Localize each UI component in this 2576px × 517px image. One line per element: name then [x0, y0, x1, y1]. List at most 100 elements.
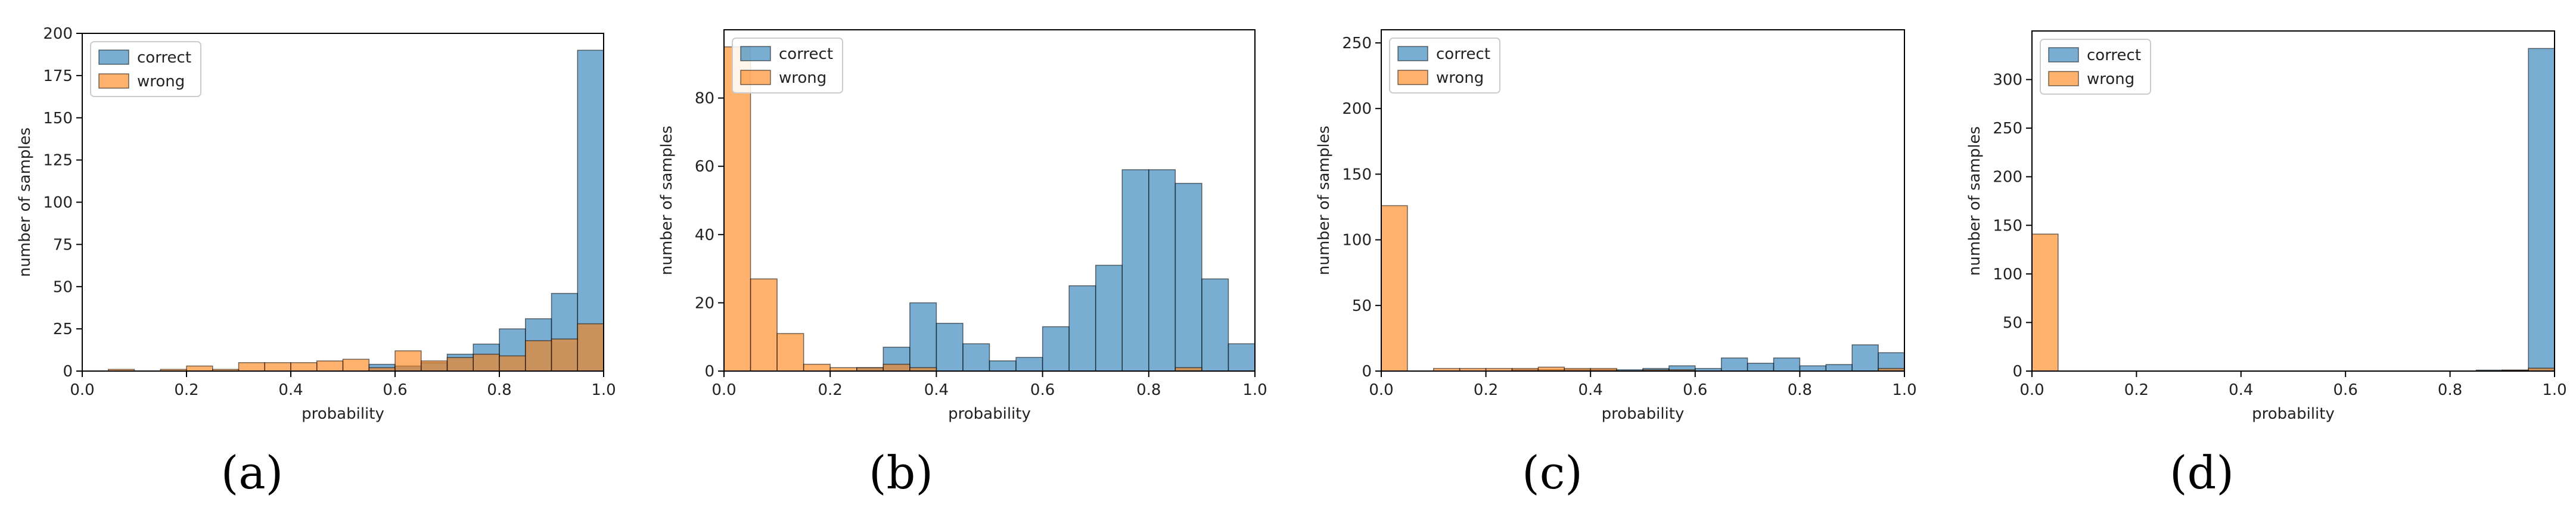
x-tick-label: 0.2	[1474, 381, 1498, 399]
y-axis-label: number of samples	[1966, 126, 1984, 276]
y-tick-label: 175	[43, 67, 73, 85]
legend-label-wrong: wrong	[137, 73, 185, 91]
bar-correct	[1174, 183, 1202, 371]
legend-swatch-correct	[2048, 47, 2079, 63]
bar-correct	[1121, 169, 1149, 371]
bar-correct	[1068, 285, 1096, 371]
panel-c: 0.0 0.2 0.4 0.6 0.8 1.0 0 50 100 150 200 250 probabi…	[1315, 29, 1917, 499]
bar-wrong	[316, 360, 344, 371]
bar-correct	[577, 49, 604, 371]
x-axis-label: probability	[302, 405, 384, 423]
x-tick-label: 0.2	[818, 381, 843, 399]
y-tick-label: 50	[53, 278, 73, 296]
bar-wrong	[1174, 367, 1202, 371]
bar-correct	[1228, 343, 1255, 371]
y-tick-label: 250	[1342, 35, 1372, 52]
bar-wrong	[499, 355, 526, 371]
x-tick-label: 0.6	[2333, 381, 2358, 399]
y-tick-label: 150	[1342, 166, 1372, 183]
legend: correct wrong	[2040, 39, 2151, 95]
x-axis-label: probability	[1602, 405, 1685, 423]
legend-label-wrong: wrong	[2087, 70, 2134, 88]
legend-swatch-wrong	[1397, 70, 1428, 85]
bars	[108, 49, 604, 371]
bar-correct	[1799, 365, 1827, 371]
legend-swatch-wrong	[2048, 71, 2079, 86]
x-tick-label: 0.6	[1683, 381, 1707, 399]
bar-wrong	[1381, 205, 1408, 371]
legend-label-wrong: wrong	[1436, 69, 1484, 87]
y-tick-label: 0	[1362, 363, 1372, 381]
panel-label: (d)	[2170, 446, 2234, 499]
bar-wrong	[909, 367, 937, 371]
x-tick-label: 1.0	[1892, 381, 1916, 399]
y-tick-label: 300	[1993, 71, 2022, 89]
bar-wrong	[803, 363, 831, 371]
y-axis-label: number of samples	[16, 127, 34, 277]
legend: correct wrong	[90, 41, 201, 97]
legend-swatch-correct	[1397, 46, 1428, 61]
bars	[2032, 48, 2555, 371]
x-tick-label: 0.8	[1788, 381, 1812, 399]
bar-correct	[1747, 363, 1775, 371]
y-tick-label: 40	[695, 226, 714, 244]
y-tick-label: 100	[1993, 266, 2022, 284]
bar-correct	[1201, 278, 1229, 371]
legend-label-wrong: wrong	[779, 69, 826, 87]
bar-correct	[962, 343, 990, 371]
legend-label-correct: correct	[2087, 46, 2141, 64]
bar-correct	[1720, 357, 1748, 371]
panel-d: 0.0 0.2 0.4 0.6 0.8 1.0 0 50 100 150 200 250 300 prob…	[1966, 30, 2567, 499]
legend-label-correct: correct	[779, 45, 833, 63]
panel-label: (c)	[1522, 446, 1583, 499]
x-tick-label: 0.0	[1369, 381, 1393, 399]
legend-swatch-correct	[98, 49, 129, 65]
y-tick-label: 25	[53, 320, 73, 338]
y-tick-label: 150	[1993, 217, 2022, 235]
y-tick-label: 100	[43, 194, 73, 212]
x-tick-label: 1.0	[2542, 381, 2566, 399]
x-axis-label: probability	[948, 405, 1031, 423]
bar-wrong	[238, 362, 265, 371]
axes-frame	[2031, 30, 2555, 372]
bar-wrong	[394, 350, 422, 371]
legend: correct wrong	[1389, 38, 1500, 94]
y-tick-label: 0	[63, 363, 73, 381]
bar-wrong	[473, 353, 500, 371]
panel-a: 0.0 0.2 0.4 0.6 0.8 1.0 0 25 50 75 100 125 150 175 200…	[16, 25, 616, 499]
x-tick-label: 0.0	[2019, 381, 2044, 399]
bars	[724, 46, 1255, 371]
y-tick-label: 200	[1342, 100, 1372, 118]
x-tick-label: 0.0	[70, 381, 94, 399]
x-tick-label: 0.0	[711, 381, 736, 399]
axes-frame	[723, 29, 1256, 372]
x-tick-label: 0.4	[2229, 381, 2253, 399]
bar-correct	[1042, 326, 1070, 371]
bar-wrong	[776, 333, 804, 371]
panel-label: (a)	[221, 446, 284, 499]
y-axis-label: number of samples	[1315, 126, 1333, 275]
y-tick-label: 80	[695, 90, 714, 108]
bar-correct	[1773, 357, 1801, 371]
y-axis-label: number of samples	[658, 126, 676, 275]
bar-wrong	[342, 359, 369, 371]
bar-wrong	[2032, 233, 2059, 371]
bar-correct	[989, 360, 1017, 371]
x-tick-label: 0.8	[487, 381, 511, 399]
bar-correct	[1015, 357, 1043, 371]
bar-wrong	[186, 365, 213, 371]
y-tick-label: 200	[43, 25, 73, 43]
bar-correct	[909, 302, 937, 371]
bar-wrong	[264, 362, 291, 371]
bar-wrong	[525, 340, 552, 371]
x-tick-label: 0.8	[1136, 381, 1161, 399]
bar-wrong	[577, 323, 604, 371]
x-tick-label: 0.6	[1030, 381, 1055, 399]
bar-correct	[2528, 48, 2555, 371]
x-tick-label: 1.0	[1242, 381, 1267, 399]
bar-wrong	[446, 357, 474, 371]
x-tick-label: 0.6	[383, 381, 407, 399]
x-tick-label: 0.2	[2124, 381, 2149, 399]
y-tick-label: 125	[43, 152, 73, 170]
